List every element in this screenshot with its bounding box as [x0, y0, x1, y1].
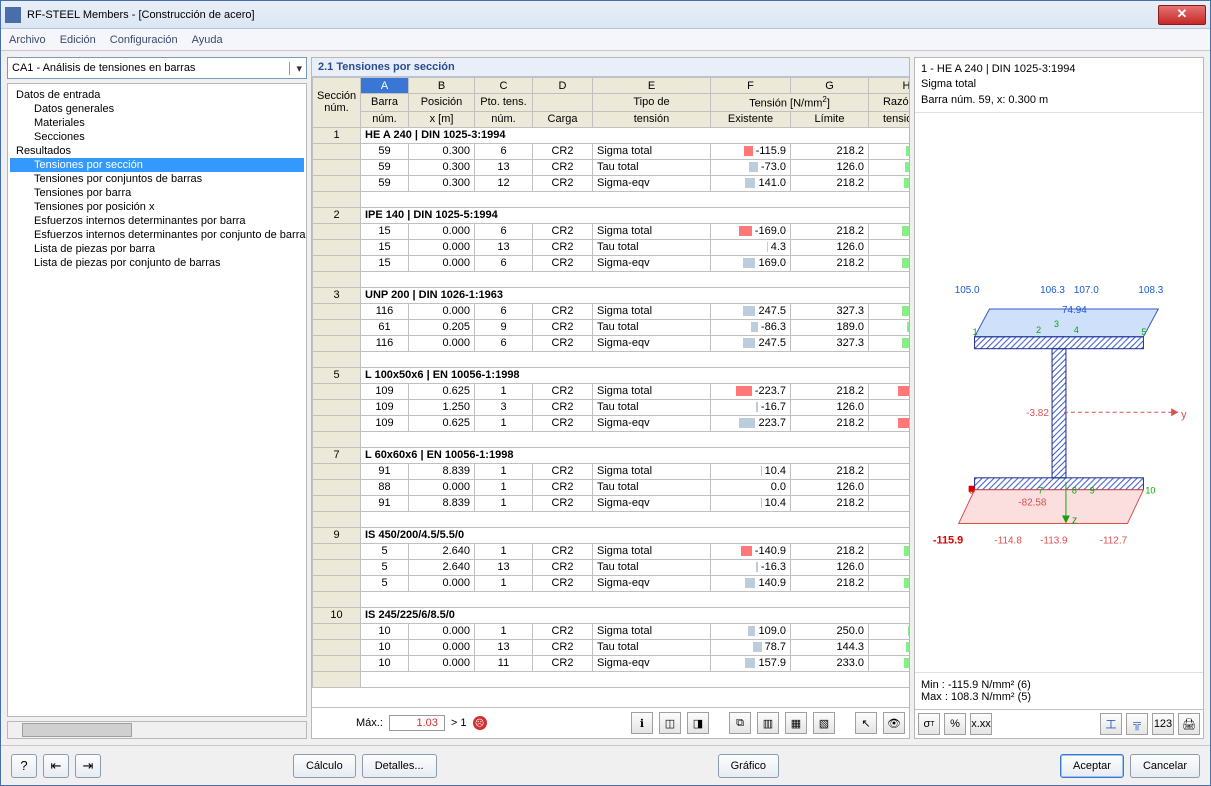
tree-item[interactable]: Tensiones por conjuntos de barras: [10, 172, 304, 186]
ri-line1: 1 - HE A 240 | DIN 1025-3:1994: [921, 62, 1197, 77]
rt-num[interactable]: 123: [1152, 713, 1174, 735]
results-grid[interactable]: Secciónnúm.ABCDEFGHBarraPosiciónPto. ten…: [312, 77, 909, 707]
svg-text:4: 4: [1074, 325, 1079, 335]
right-info: 1 - HE A 240 | DIN 1025-3:1994 Sigma tot…: [915, 58, 1203, 113]
tree-item[interactable]: Lista de piezas por barra: [10, 242, 304, 256]
rt-section[interactable]: 工: [1100, 713, 1122, 735]
svg-text:y: y: [1181, 409, 1187, 421]
rt-print[interactable]: 🖨: [1178, 713, 1200, 735]
eye-button[interactable]: 👁: [883, 712, 905, 734]
close-button[interactable]: ✕: [1158, 5, 1206, 25]
svg-text:-3.82: -3.82: [1026, 408, 1049, 419]
svg-text:108.3: 108.3: [1138, 285, 1163, 296]
ri-line3: Barra núm. 59, x: 0.300 m: [921, 93, 1197, 108]
filter-b4[interactable]: ▧: [813, 712, 835, 734]
svg-text:74.94: 74.94: [1062, 305, 1087, 316]
tree-item[interactable]: Esfuerzos internos determinantes por bar…: [10, 214, 304, 228]
titlebar: RF-STEEL Members - [Construcción de acer…: [1, 1, 1210, 29]
svg-text:-115.9: -115.9: [933, 535, 963, 547]
svg-text:-114.8: -114.8: [994, 536, 1022, 547]
tool-b1[interactable]: ◫: [659, 712, 681, 734]
svg-text:-113.9: -113.9: [1040, 536, 1068, 547]
ri-line2: Sigma total: [921, 77, 1197, 92]
case-combo[interactable]: CA1 - Análisis de tensiones en barras ▾: [7, 57, 307, 79]
svg-text:z: z: [1072, 515, 1077, 527]
minmax-panel: Min : -115.9 N/mm² (6) Max : 108.3 N/mm²…: [915, 672, 1203, 709]
tree-item[interactable]: Tensiones por barra: [10, 186, 304, 200]
tree-item[interactable]: Datos de entrada: [10, 88, 304, 102]
svg-text:3: 3: [1054, 319, 1059, 329]
tree-item[interactable]: Tensiones por posición x: [10, 200, 304, 214]
tree-item[interactable]: Secciones: [10, 130, 304, 144]
max-line: Max : 108.3 N/mm² (5): [921, 691, 1197, 703]
svg-text:1: 1: [973, 327, 978, 337]
svg-text:107.0: 107.0: [1074, 285, 1099, 296]
menu-configuracion[interactable]: Configuración: [110, 34, 178, 46]
rt-percent[interactable]: %: [944, 713, 966, 735]
max-label: Máx.:: [356, 717, 383, 729]
case-combo-label: CA1 - Análisis de tensiones en barras: [12, 62, 195, 74]
nav-tree[interactable]: Datos de entradaDatos generalesMateriale…: [7, 83, 307, 717]
chevron-down-icon: ▾: [289, 62, 302, 75]
menubar: Archivo Edición Configuración Ayuda: [1, 29, 1210, 51]
rt-xxx[interactable]: x.xx: [970, 713, 992, 735]
grafico-button[interactable]: Gráfico: [718, 754, 779, 778]
max-value: 1.03: [389, 715, 445, 731]
detalles-button[interactable]: Detalles...: [362, 754, 437, 778]
cancelar-button[interactable]: Cancelar: [1130, 754, 1200, 778]
svg-text:-82.58: -82.58: [1018, 498, 1047, 509]
tree-item[interactable]: Materiales: [10, 116, 304, 130]
max-cond: > 1: [451, 717, 467, 729]
menu-ayuda[interactable]: Ayuda: [192, 34, 223, 46]
svg-text:8: 8: [1072, 486, 1077, 496]
section-diagram: 105.0 106.3 107.0 108.3 74.94 y -3.82 -8…: [915, 113, 1203, 672]
tree-item[interactable]: Tensiones por sección: [10, 158, 304, 172]
window-title: RF-STEEL Members - [Construcción de acer…: [27, 9, 1158, 21]
tree-hscroll[interactable]: [7, 721, 307, 739]
calculo-button[interactable]: Cálculo: [293, 754, 356, 778]
center-title: 2.1 Tensiones por sección: [312, 58, 909, 77]
svg-text:2: 2: [1036, 325, 1041, 335]
center-footer: Máx.: 1.03 > 1 ☹ ℹ ◫ ◨ ⧉ ▥ ▦ ▧ ↖ 👁: [312, 707, 909, 738]
svg-text:7: 7: [1038, 486, 1043, 496]
svg-text:105.0: 105.0: [955, 285, 980, 296]
tool-b2[interactable]: ◨: [687, 712, 709, 734]
app-icon: [5, 7, 21, 23]
tree-item[interactable]: Esfuerzos internos determinantes por con…: [10, 228, 304, 242]
tree-item[interactable]: Datos generales: [10, 102, 304, 116]
rt-section2[interactable]: ╦: [1126, 713, 1148, 735]
tree-item[interactable]: Resultados: [10, 144, 304, 158]
next-button[interactable]: ⇥: [75, 754, 101, 778]
warn-icon: ☹: [473, 716, 487, 730]
filter-b1[interactable]: ⧉: [729, 712, 751, 734]
bottom-bar: ? ⇤ ⇥ Cálculo Detalles... Gráfico Acepta…: [1, 745, 1210, 785]
min-line: Min : -115.9 N/mm² (6): [921, 679, 1197, 691]
pick-button[interactable]: ↖: [855, 712, 877, 734]
info-button[interactable]: ℹ: [631, 712, 653, 734]
svg-text:-112.7: -112.7: [1100, 536, 1128, 547]
right-toolbar: σT % x.xx 工 ╦ 123 🖨: [915, 709, 1203, 738]
filter-b3[interactable]: ▦: [785, 712, 807, 734]
aceptar-button[interactable]: Aceptar: [1060, 754, 1124, 778]
rt-sigma[interactable]: σT: [918, 713, 940, 735]
menu-archivo[interactable]: Archivo: [9, 34, 46, 46]
svg-text:5: 5: [1141, 327, 1146, 337]
menu-edicion[interactable]: Edición: [60, 34, 96, 46]
tree-item[interactable]: Lista de piezas por conjunto de barras: [10, 256, 304, 270]
filter-b2[interactable]: ▥: [757, 712, 779, 734]
svg-text:10: 10: [1145, 486, 1155, 496]
prev-button[interactable]: ⇤: [43, 754, 69, 778]
svg-text:106.3: 106.3: [1040, 285, 1065, 296]
app-window: RF-STEEL Members - [Construcción de acer…: [0, 0, 1211, 786]
svg-text:9: 9: [1090, 486, 1095, 496]
help-button[interactable]: ?: [11, 754, 37, 778]
